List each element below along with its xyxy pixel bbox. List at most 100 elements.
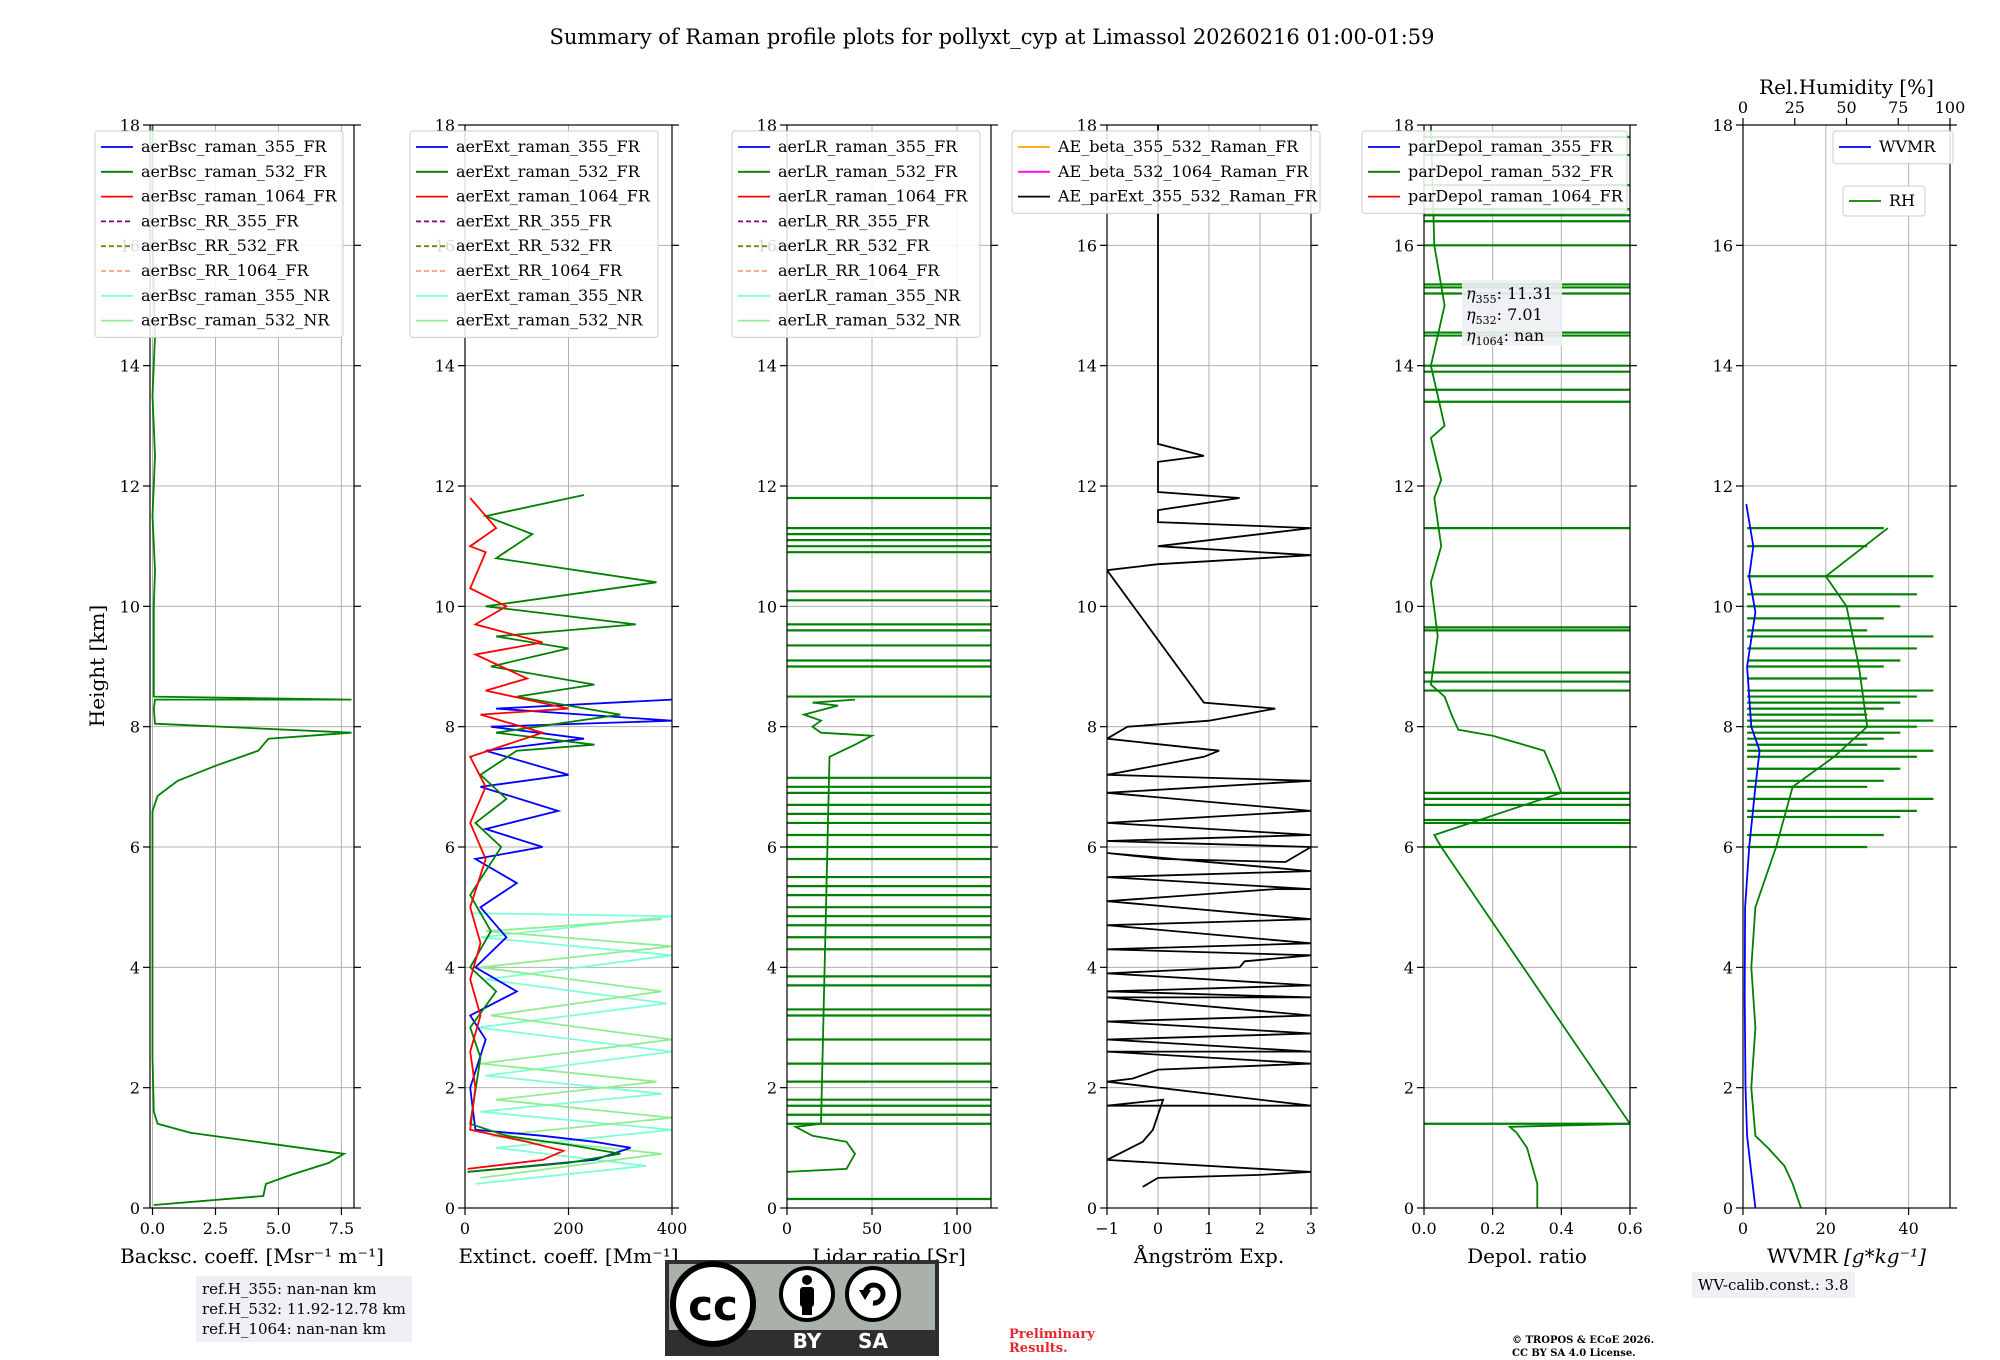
xlabel-ext: Extinct. coeff. [Mm⁻¹] <box>458 1244 678 1268</box>
legend-label-lr-6: aerLR_raman_355_NR <box>778 286 961 305</box>
ytick-label-bsc-4: 8 <box>130 718 140 737</box>
ytick-label-ext-7: 14 <box>435 357 455 376</box>
legend-wv: WVMR RH <box>1832 130 1954 217</box>
ytick-label-ext-5: 10 <box>435 597 455 616</box>
ytick-label-wv-7: 14 <box>1713 357 1733 376</box>
top-tick-label-2: 50 <box>1836 98 1856 117</box>
axes-frame-bsc <box>149 124 355 1209</box>
legend-label-lr-7: aerLR_raman_532_NR <box>778 311 961 330</box>
plot-area-bsc <box>151 125 352 1206</box>
legend-ae: AE_beta_355_532_Raman_FR AE_beta_532_1064… <box>1011 130 1321 214</box>
ytick-label-wv-2: 4 <box>1723 958 1733 977</box>
ytick-label-ae-9: 18 <box>1077 116 1097 135</box>
wv-calibration-text: WV-calib.const.: 3.8 <box>1698 1276 1849 1294</box>
ytick-label-ext-2: 4 <box>445 958 455 977</box>
ytick-label-ae-1: 2 <box>1087 1079 1097 1098</box>
xtick-label-bsc-3: 7.5 <box>329 1219 354 1238</box>
plot-area-ext <box>467 494 672 1185</box>
series-ext-3 <box>467 494 657 1173</box>
ytick-label-dep-7: 14 <box>1394 357 1414 376</box>
legend-label-lr-1: aerLR_raman_532_FR <box>778 162 958 181</box>
ytick-label-lr-5: 10 <box>757 597 777 616</box>
ytick-label-ext-1: 2 <box>445 1079 455 1098</box>
legend-label-bsc-0: aerBsc_raman_355_FR <box>141 137 327 156</box>
ytick-label-ae-7: 14 <box>1077 357 1097 376</box>
xtick-label-ae-0: −1 <box>1095 1219 1119 1238</box>
panel-ext: 0246810121416180200400Extinct. coeff. [M… <box>409 116 687 1268</box>
legend-label-ext-0: aerExt_raman_355_FR <box>456 137 641 156</box>
ytick-label-ext-6: 12 <box>435 477 455 496</box>
axes-frame-lr <box>786 124 992 1209</box>
ytick-label-wv-4: 8 <box>1723 718 1733 737</box>
sa-share-alike-icon <box>845 1266 901 1322</box>
xtick-label-dep-0: 0.0 <box>1411 1219 1436 1238</box>
legend-ext: aerExt_raman_355_FR aerExt_raman_532_FRae… <box>409 130 659 338</box>
plot-area-ae <box>1107 125 1311 1188</box>
legend-label-bsc-1: aerBsc_raman_532_FR <box>141 162 327 181</box>
ytick-label-wv-8: 16 <box>1713 236 1733 255</box>
xtick-label-ae-4: 3 <box>1306 1219 1316 1238</box>
ytick-label-dep-3: 6 <box>1404 838 1414 857</box>
legend-label-ext-7: aerExt_raman_532_NR <box>456 311 644 330</box>
axes-frame-dep <box>1423 124 1631 1209</box>
xtick-label-bsc-0: 0.0 <box>140 1219 165 1238</box>
series-ae-0 <box>1107 125 1311 1188</box>
ytick-label-dep-9: 18 <box>1394 116 1414 135</box>
copyright-line-1: © TROPOS & ECoE 2026. <box>1512 1335 1655 1346</box>
ytick-label-ae-4: 8 <box>1087 718 1097 737</box>
ytick-label-ae-3: 6 <box>1087 838 1097 857</box>
figure-title: Summary of Raman profile plots for polly… <box>549 25 1434 49</box>
series-dep-0 <box>1429 125 1630 1208</box>
ytick-label-ae-5: 10 <box>1077 597 1097 616</box>
legend-label-lr-3: aerLR_RR_355_FR <box>778 211 930 230</box>
ytick-label-ae-8: 16 <box>1077 236 1097 255</box>
xtick-label-wv-1: 20 <box>1816 1219 1836 1238</box>
ytick-label-wv-0: 0 <box>1723 1199 1733 1218</box>
ytick-label-ext-3: 6 <box>445 838 455 857</box>
legend-label-dep-0: parDepol_raman_355_FR <box>1408 137 1614 156</box>
ytick-label-dep-2: 4 <box>1404 958 1414 977</box>
eta-row-1: η532: 7.01 <box>1466 305 1543 327</box>
ytick-label-ae-0: 0 <box>1087 1199 1097 1218</box>
xtick-label-dep-2: 0.4 <box>1549 1219 1574 1238</box>
legend-label-bsc-6: aerBsc_raman_355_NR <box>141 286 330 305</box>
top-tick-label-1: 25 <box>1785 98 1805 117</box>
series-lr-0 <box>787 698 876 1173</box>
top-tick-label-4: 100 <box>1935 98 1966 117</box>
ref-height-355: ref.H_355: nan-nan km <box>202 1280 377 1298</box>
legend-box-rh <box>1842 185 1926 217</box>
prelim-line-2: Results. <box>1009 1341 1068 1356</box>
xtick-label-dep-3: 0.6 <box>1617 1219 1642 1238</box>
legend-bsc: aerBsc_raman_355_FR aerBsc_raman_532_FRae… <box>94 130 344 338</box>
ref-height-1064: ref.H_1064: nan-nan km <box>202 1320 387 1338</box>
xtick-label-bsc-1: 2.5 <box>203 1219 228 1238</box>
legend-label-bsc-3: aerBsc_RR_355_FR <box>141 211 299 230</box>
ytick-label-bsc-9: 18 <box>120 116 140 135</box>
legend-label-bsc-2: aerBsc_raman_1064_FR <box>141 187 338 206</box>
ytick-label-ext-0: 0 <box>445 1199 455 1218</box>
ytick-label-lr-6: 12 <box>757 477 777 496</box>
legend-box-lr <box>731 130 981 338</box>
legend-label-bsc-7: aerBsc_raman_532_NR <box>141 311 330 330</box>
xtick-label-ae-3: 2 <box>1255 1219 1265 1238</box>
legend-box-wv <box>1832 130 1954 165</box>
preliminary-results-note: Preliminary Results. <box>1009 1328 1095 1356</box>
ytick-label-ae-2: 4 <box>1087 958 1097 977</box>
ytick-label-dep-8: 16 <box>1394 236 1414 255</box>
legend-label-rh: RH <box>1889 191 1915 210</box>
legend-box-ae <box>1011 130 1321 214</box>
legend-label-ext-5: aerExt_RR_1064_FR <box>456 261 623 280</box>
legend-box-ext <box>409 130 659 338</box>
ytick-label-dep-6: 12 <box>1394 477 1414 496</box>
legend-label-lr-4: aerLR_RR_532_FR <box>778 236 930 255</box>
legend-label-ext-1: aerExt_raman_532_FR <box>456 162 641 181</box>
legend-label-ext-2: aerExt_raman_1064_FR <box>456 187 651 206</box>
xtick-label-ae-2: 1 <box>1204 1219 1214 1238</box>
ytick-label-lr-1: 2 <box>767 1079 777 1098</box>
ytick-label-lr-7: 14 <box>757 357 777 376</box>
top-tick-label-3: 75 <box>1888 98 1908 117</box>
legend-dep: parDepol_raman_355_FR parDepol_raman_532_… <box>1361 130 1628 214</box>
